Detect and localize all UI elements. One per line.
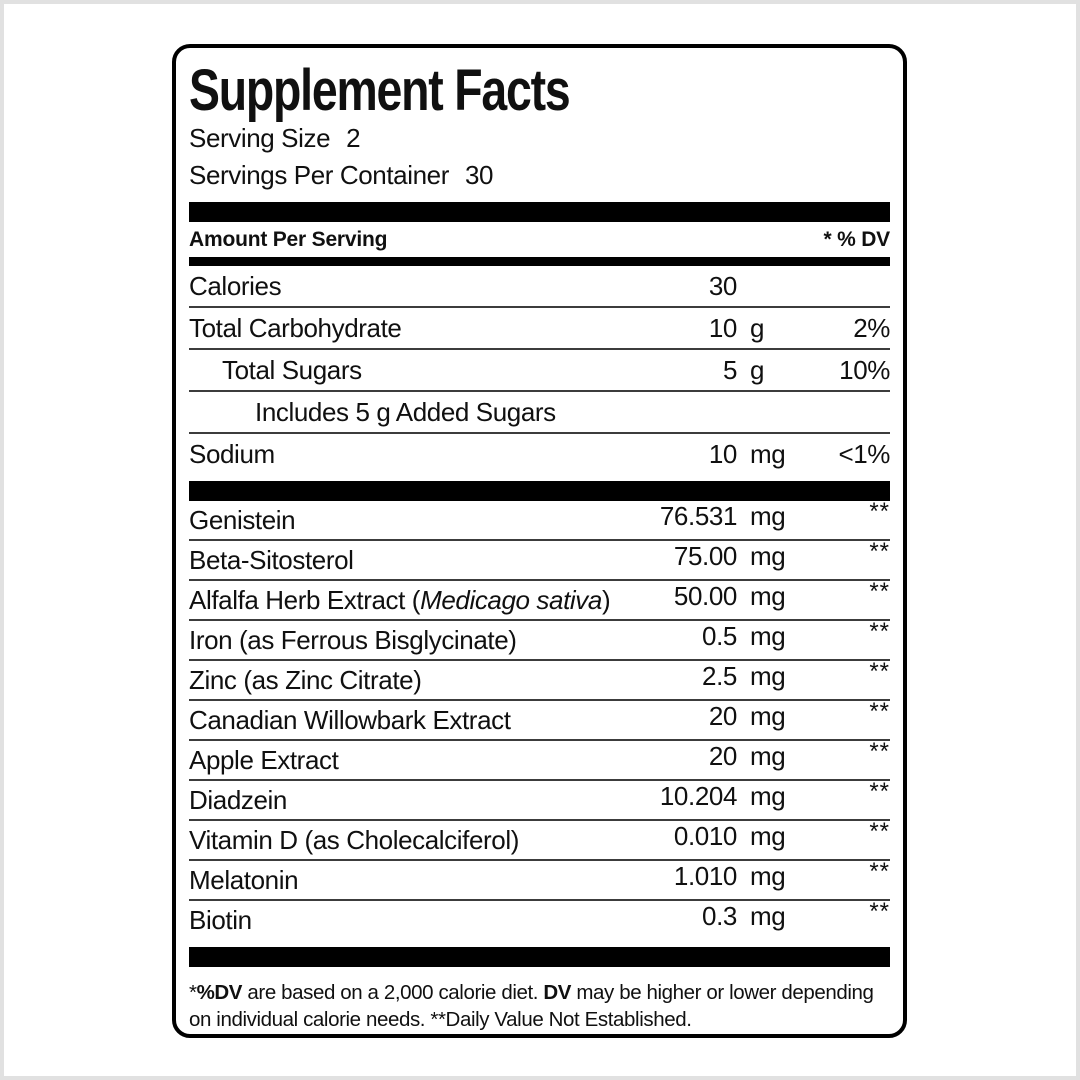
nutrient-amount: 5 (722, 354, 737, 385)
ingredient-amount: 1.010 (673, 860, 737, 891)
nutrient-row-calories: Calories 30 (189, 266, 890, 308)
ingredient-unit: mg (750, 500, 786, 531)
ingredient-row-alfalfa-herb-extract: Alfalfa Herb Extract (Medicago sativa) 5… (189, 578, 890, 621)
ingredient-amount: 0.5 (702, 620, 737, 651)
ingredient-amount: 10.204 (659, 780, 738, 811)
percent-dv-header: * % DV (823, 227, 891, 251)
ingredient-amount: 50.00 (673, 580, 737, 611)
ingredient-dv: ** (869, 698, 890, 725)
ingredient-unit: mg (750, 580, 786, 611)
ingredient-name: Genistein (189, 504, 296, 535)
nutrient-name: Total Carbohydrate (189, 312, 402, 343)
nutrient-row-total-carbohydrate: Total Carbohydrate 10 g 2% (189, 308, 890, 350)
ingredient-dv: ** (869, 778, 890, 805)
footnote-dv-bold: %DV (196, 981, 243, 1004)
ingredient-row-iron: Iron (as Ferrous Bisglycinate) 0.5 mg ** (189, 618, 890, 661)
footnote-double-star-note: **Daily Value Not Established. (430, 1008, 692, 1031)
ingredient-amount: 20 (708, 700, 738, 731)
ingredient-name: Beta-Sitosterol (189, 544, 354, 575)
ingredient-unit: mg (750, 820, 786, 851)
ingredient-amount: 0.010 (673, 820, 737, 851)
ingredient-row-vitamin-d: Vitamin D (as Cholecalciferol) 0.010 mg … (189, 818, 890, 861)
nutrient-row-sodium: Sodium 10 mg <1% (189, 434, 890, 474)
ingredient-row-genistein: Genistein 76.531 mg ** (189, 498, 890, 541)
ingredient-dv: ** (869, 738, 890, 765)
ingredient-row-apple-extract: Apple Extract 20 mg ** (189, 738, 890, 781)
ingredient-dv: ** (869, 538, 890, 565)
ingredient-name: Melatonin (189, 864, 299, 895)
nutrient-dv: 2% (853, 312, 890, 343)
ingredient-dv: ** (869, 858, 890, 885)
footnote-dv-bold: DV (543, 981, 572, 1004)
ingredient-row-melatonin: Melatonin 1.010 mg ** (189, 858, 890, 901)
ingredient-amount: 2.5 (702, 660, 737, 691)
ingredient-name: Iron (as Ferrous Bisglycinate) (189, 624, 517, 655)
servings-per-container-value: 30 (465, 160, 494, 190)
serving-size-line: Serving Size 2 (189, 120, 890, 157)
ingredient-name: Vitamin D (as Cholecalciferol) (189, 824, 519, 855)
section-divider-bar (189, 947, 890, 967)
nutrient-row-total-sugars: Total Sugars 5 g 10% (189, 350, 890, 392)
footnote: *%DV are based on a 2,000 calorie diet. … (189, 981, 874, 1031)
ingredient-amount: 76.531 (659, 500, 738, 531)
ingredient-name: Alfalfa Herb Extract (Medicago sativa) (189, 584, 611, 615)
ingredient-dv: ** (869, 658, 890, 685)
nutrient-amount: 30 (708, 270, 738, 301)
nutrient-amount: 10 (708, 438, 738, 469)
ingredient-row-biotin: Biotin 0.3 mg ** (189, 898, 890, 939)
ingredient-row-zinc: Zinc (as Zinc Citrate) 2.5 mg ** (189, 658, 890, 701)
ingredient-name: Canadian Willowbark Extract (189, 704, 511, 735)
nutrient-name: Total Sugars (222, 354, 362, 385)
section-divider-bar (189, 481, 890, 501)
servings-per-container-line: Servings Per Container 30 (189, 157, 890, 194)
ingredient-row-diadzein: Diadzein 10.204 mg ** (189, 778, 890, 821)
ingredient-name: Apple Extract (189, 744, 339, 775)
nutrient-name: Calories (189, 270, 282, 301)
ingredient-row-canadian-willowbark: Canadian Willowbark Extract 20 mg ** (189, 698, 890, 741)
nutrient-unit: mg (750, 438, 786, 469)
ingredient-dv: ** (869, 898, 890, 925)
nutrient-dv: 10% (839, 354, 890, 385)
ingredient-amount: 20 (708, 740, 738, 771)
footnote-star: * (189, 981, 197, 1004)
nutrient-unit: g (750, 354, 765, 385)
ingredient-name: Diadzein (189, 784, 287, 815)
header-divider-bar (189, 257, 890, 266)
section-divider-bar (189, 202, 890, 222)
nutrient-name: Sodium (189, 438, 275, 469)
supplement-facts-panel: Supplement Facts Serving Size 2 Servings … (172, 44, 907, 1038)
nutrient-amount: 10 (708, 312, 738, 343)
nutrient-unit: g (750, 312, 765, 343)
ingredient-unit: mg (750, 700, 786, 731)
ingredient-unit: mg (750, 780, 786, 811)
ingredient-dv: ** (869, 578, 890, 605)
ingredient-name: Zinc (as Zinc Citrate) (189, 664, 422, 695)
serving-size-value: 2 (346, 123, 361, 153)
amount-per-serving-header: Amount Per Serving (189, 227, 388, 251)
serving-size-label: Serving Size (189, 123, 331, 153)
ingredient-unit: mg (750, 740, 786, 771)
ingredient-dv: ** (869, 818, 890, 845)
ingredient-unit: mg (750, 660, 786, 691)
nutrient-name: Includes 5 g Added Sugars (255, 396, 556, 427)
ingredient-unit: mg (750, 900, 786, 931)
ingredient-name: Biotin (189, 904, 252, 935)
nutrient-dv: <1% (838, 438, 890, 469)
nutrient-row-added-sugars: Includes 5 g Added Sugars (189, 392, 890, 434)
ingredient-amount: 75.00 (673, 540, 737, 571)
ingredient-unit: mg (750, 540, 786, 571)
table-header-row: Amount Per Serving * % DV (189, 222, 890, 257)
panel-title: Supplement Facts (189, 58, 571, 123)
ingredient-dv: ** (869, 618, 890, 645)
ingredient-row-beta-sitosterol: Beta-Sitosterol 75.00 mg ** (189, 538, 890, 581)
ingredient-amount: 0.3 (702, 900, 737, 931)
servings-per-container-label: Servings Per Container (189, 160, 449, 190)
ingredient-dv: ** (869, 498, 890, 525)
ingredient-unit: mg (750, 620, 786, 651)
ingredient-unit: mg (750, 860, 786, 891)
